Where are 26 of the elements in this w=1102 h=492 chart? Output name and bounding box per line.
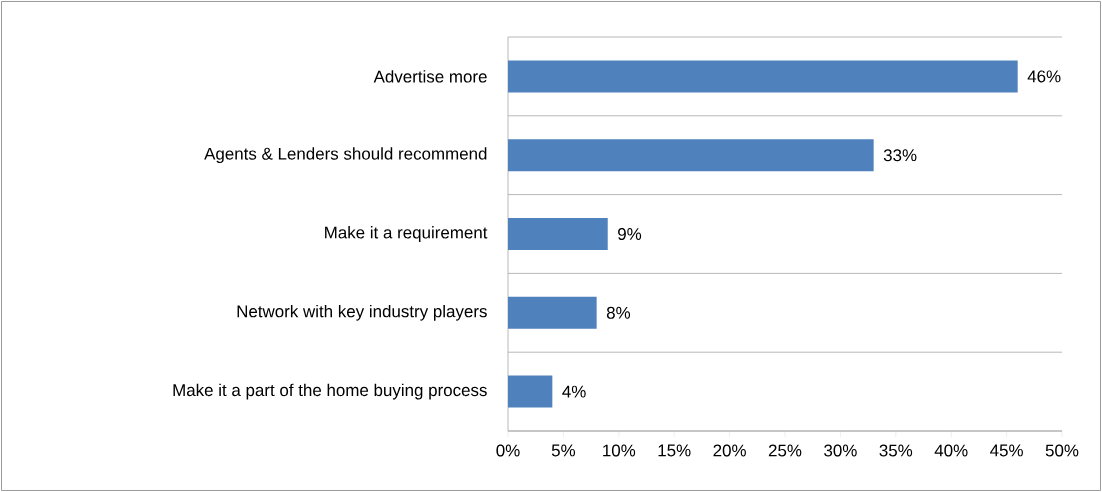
y-tick-label: Network with key industry players (237, 304, 487, 321)
x-tick-label: 45% (990, 444, 1023, 457)
x-tick-label: 0% (496, 444, 520, 457)
y-tick-label: Advertise more (373, 70, 487, 83)
bar (508, 60, 1018, 93)
bar (508, 375, 553, 408)
data-label: 8% (606, 306, 631, 319)
x-tick-label: 15% (658, 444, 691, 457)
x-tick-label: 20% (713, 444, 746, 457)
x-tick-label: 10% (603, 444, 636, 457)
y-tick-label: Make it a part of the home buying process (173, 383, 487, 400)
y-tick-label: Agents & Lenders should recommend (204, 147, 487, 164)
bar (508, 296, 597, 329)
y-tick-label: Make it a requirement (325, 226, 488, 242)
bar (508, 139, 874, 172)
data-label: 46% (1027, 70, 1061, 83)
x-tick-label: 25% (768, 444, 802, 457)
x-tick-label: 5% (551, 444, 576, 457)
bar (508, 217, 608, 250)
data-label: 33% (883, 149, 917, 162)
x-tick-label: 50% (1045, 444, 1079, 457)
x-tick-label: 40% (934, 444, 968, 457)
data-label: 9% (618, 227, 642, 240)
x-tick-label: 30% (824, 444, 857, 457)
data-label: 4% (562, 385, 586, 398)
x-tick-label: 35% (879, 444, 913, 457)
